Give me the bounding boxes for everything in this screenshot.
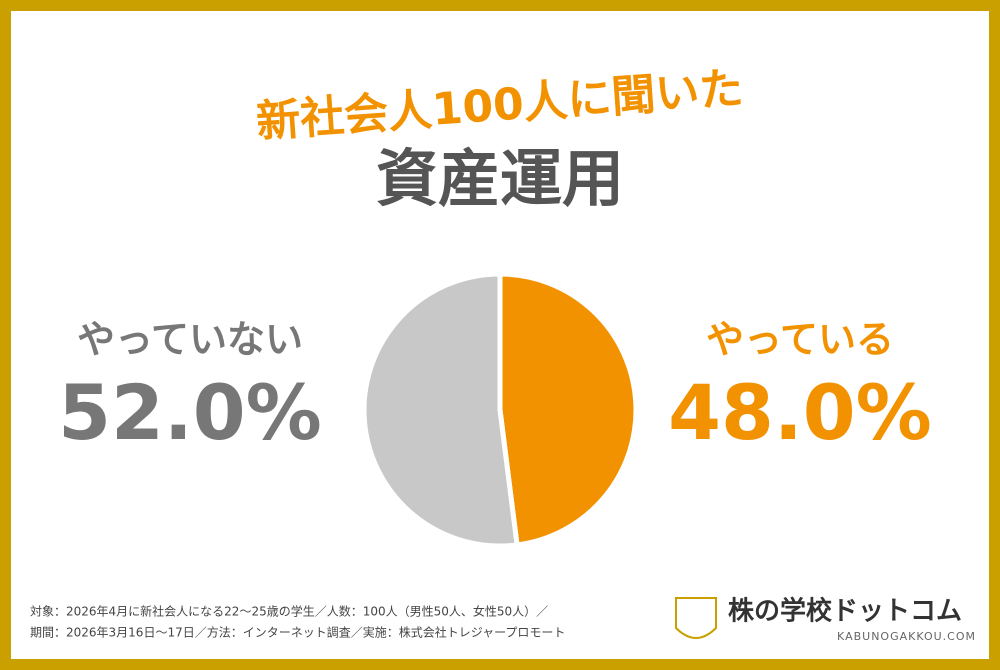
- value-label: 52.0%: [58, 368, 322, 457]
- logo-badge: [675, 597, 717, 639]
- category-label: やっていない: [77, 318, 303, 362]
- value-label: 48.0%: [668, 368, 932, 457]
- logo-url: KABUNOGAKKOU.COM: [837, 630, 976, 643]
- source-note: 対象：2026年4月に新社会人になる22〜25歳の学生／人数：100人（男性50…: [30, 604, 548, 619]
- logo-name: 株の学校ドットコム: [728, 596, 962, 627]
- chart-subtitle: 資産運用: [376, 142, 624, 215]
- pie-slice: [361, 271, 520, 549]
- category-label: やっている: [706, 318, 894, 362]
- pie-slice: [497, 271, 639, 548]
- source-note: 期間：2026年3月16日〜17日／方法：インターネット調査／実施：株式会社トレ…: [30, 625, 565, 640]
